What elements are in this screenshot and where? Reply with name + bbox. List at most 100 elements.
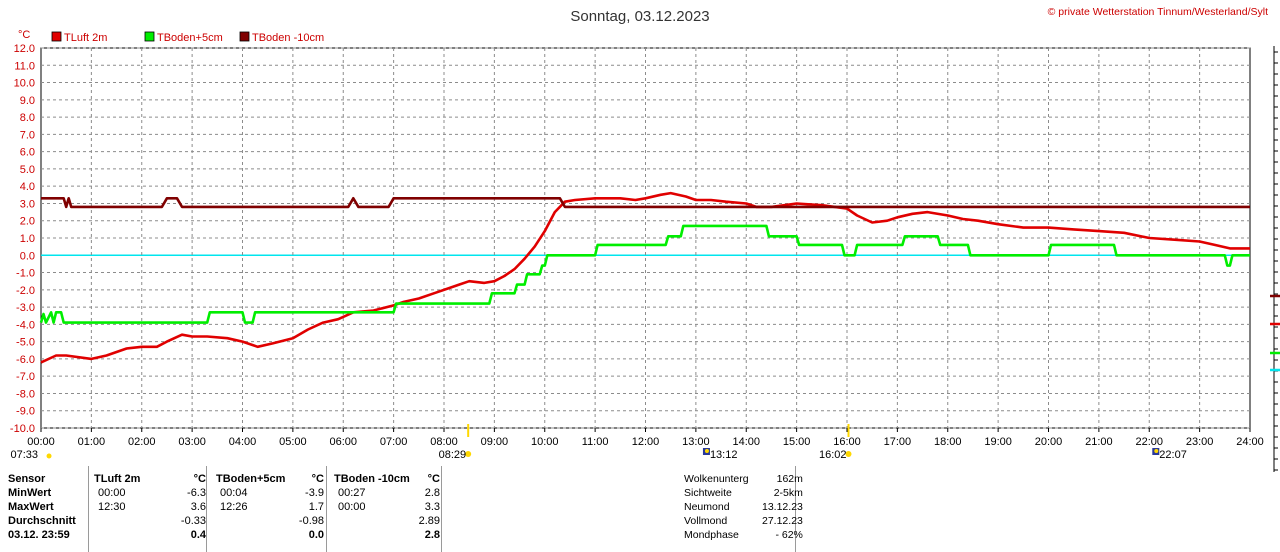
s1-time (92, 528, 164, 542)
x-tick-label: 10:00 (531, 436, 559, 448)
y-tick-label: -3.0 (16, 302, 35, 314)
row-label: 03.12. 23:59 (8, 529, 70, 541)
x-tick-label: 03:00 (178, 436, 206, 448)
x-tick-label: 17:00 (884, 436, 912, 448)
info-label: Vollmond (684, 515, 728, 527)
x-tick-label: 18:00 (934, 436, 962, 448)
y-tick-label: -1.0 (16, 268, 35, 280)
info-label: Neumond (684, 501, 730, 513)
s3-time: 00:00 (338, 501, 366, 513)
s2-unit: °C (311, 473, 324, 485)
y-tick-label: -9.0 (16, 406, 35, 418)
stats-separator (441, 466, 442, 552)
y-tick-label: 3.0 (20, 198, 35, 210)
y-tick-label: -10.0 (10, 423, 35, 435)
s1-time: 00:00 (98, 487, 126, 499)
info-row: Neumond 13.12.23 (684, 500, 803, 514)
s2-time (214, 528, 296, 542)
stats-row: MaxWert 12:30 3.6 12:26 1.7 00:00 3.3 (6, 500, 446, 514)
s3-value: 2.8 (424, 487, 440, 499)
y-tick-label: -4.0 (16, 319, 35, 331)
stats-row: 03.12. 23:59 0.4 0.0 2.8 (6, 528, 446, 542)
stats-separator (326, 466, 327, 552)
info-value: 13.12.23 (762, 501, 803, 513)
y-tick-label: 12.0 (14, 43, 35, 55)
s3-time: 00:27 (338, 487, 366, 499)
info-separator (795, 466, 796, 552)
series-lines (39, 191, 1250, 364)
y-tick-label: 6.0 (20, 147, 35, 159)
s2-header: TBoden+5cm (216, 473, 286, 485)
info-row: Mondphase - 62% (684, 528, 803, 542)
event-markers: 07:33 08:29 13:12 16:02 22:07 (10, 424, 1187, 461)
event-time-label: 22:07 (1159, 449, 1187, 461)
s1-value: 3.6 (190, 501, 206, 513)
y-tick-label: -2.0 (16, 285, 35, 297)
series-line-1 (39, 224, 1250, 324)
y-tick-label: 8.0 (20, 112, 35, 124)
s1-value: -6.3 (187, 487, 206, 499)
x-tick-label: 12:00 (632, 436, 660, 448)
x-tick-label: 16:00 (833, 436, 861, 448)
info-value: 2-5km (773, 487, 803, 499)
x-tick-label: 02:00 (128, 436, 156, 448)
s3-header: TBoden -10cm (334, 473, 410, 485)
info-value: 27.12.23 (762, 515, 803, 527)
y-tick-label: 2.0 (20, 216, 35, 228)
x-tick-label: 22:00 (1135, 436, 1163, 448)
row-label: MinWert (8, 487, 52, 499)
moon-icon (1154, 449, 1159, 453)
info-label: Wolkenunterg (684, 473, 749, 485)
sunrise-icon (46, 453, 52, 459)
legend-label: TBoden -10cm (252, 32, 324, 44)
x-tick-label: 23:00 (1186, 436, 1214, 448)
y-tick-label: 0.0 (20, 250, 35, 262)
y-tick-label: 10.0 (14, 78, 35, 90)
s2-time: 12:26 (220, 501, 248, 513)
x-tick-label: 08:00 (430, 436, 458, 448)
info-value: - 62% (775, 529, 803, 541)
s1-header: TLuft 2m (94, 473, 141, 485)
s2-value: -0.98 (298, 515, 324, 527)
x-tick-label: 21:00 (1085, 436, 1113, 448)
info-table: Wolkenunterg 162m Sichtweite 2-5km Neumond… (684, 472, 803, 542)
stats-header-row: Sensor TLuft 2m °C TBoden+5cm °C TBoden … (6, 472, 446, 486)
s2-value: 0.0 (308, 529, 324, 541)
legend-swatch (51, 31, 62, 42)
sensor-header: Sensor (8, 473, 46, 485)
moon-icon (704, 449, 709, 453)
stats-row: Durchschnitt -0.33 -0.98 2.89 (6, 514, 446, 528)
chart-title: Sonntag, 03.12.2023 (570, 8, 709, 25)
event-time-label: 08:29 (439, 449, 467, 461)
legend-label: TLuft 2m (64, 32, 107, 44)
event-time-label: 16:02 (819, 449, 847, 461)
row-label: MaxWert (8, 501, 54, 513)
s1-time: 12:30 (98, 501, 126, 513)
y-tick-label: 1.0 (20, 233, 35, 245)
info-row: Wolkenunterg 162m (684, 472, 803, 486)
s3-time (332, 528, 410, 542)
x-tick-label: 15:00 (783, 436, 811, 448)
info-row: Sichtweite 2-5km (684, 486, 803, 500)
y-tick-label: 9.0 (20, 95, 35, 107)
legend-swatch (239, 31, 250, 42)
row-label: Durchschnitt (8, 515, 76, 527)
axes: -10.0 -9.0 -8.0 -7.0 -6.0 -5.0 -4.0 -3.0 -2.0 -1.… (10, 43, 1264, 448)
info-label: Mondphase (684, 529, 739, 541)
series-line-2 (41, 197, 1250, 209)
stats-separator (206, 466, 207, 552)
s2-time: 00:04 (220, 487, 248, 499)
right-edge-marks (1270, 46, 1280, 472)
x-tick-label: 09:00 (481, 436, 509, 448)
y-tick-label: 7.0 (20, 129, 35, 141)
legend-swatch (144, 31, 155, 42)
x-tick-label: 14:00 (732, 436, 760, 448)
stats-row: MinWert 00:00 -6.3 00:04 -3.9 00:27 2.8 (6, 486, 446, 500)
s2-value: -3.9 (305, 487, 324, 499)
x-tick-label: 11:00 (582, 436, 609, 448)
info-row: Vollmond 27.12.23 (684, 514, 803, 528)
legend-label: TBoden+5cm (157, 32, 223, 44)
s3-unit: °C (427, 473, 440, 485)
s3-time (332, 514, 410, 528)
s1-value: 0.4 (190, 529, 206, 541)
